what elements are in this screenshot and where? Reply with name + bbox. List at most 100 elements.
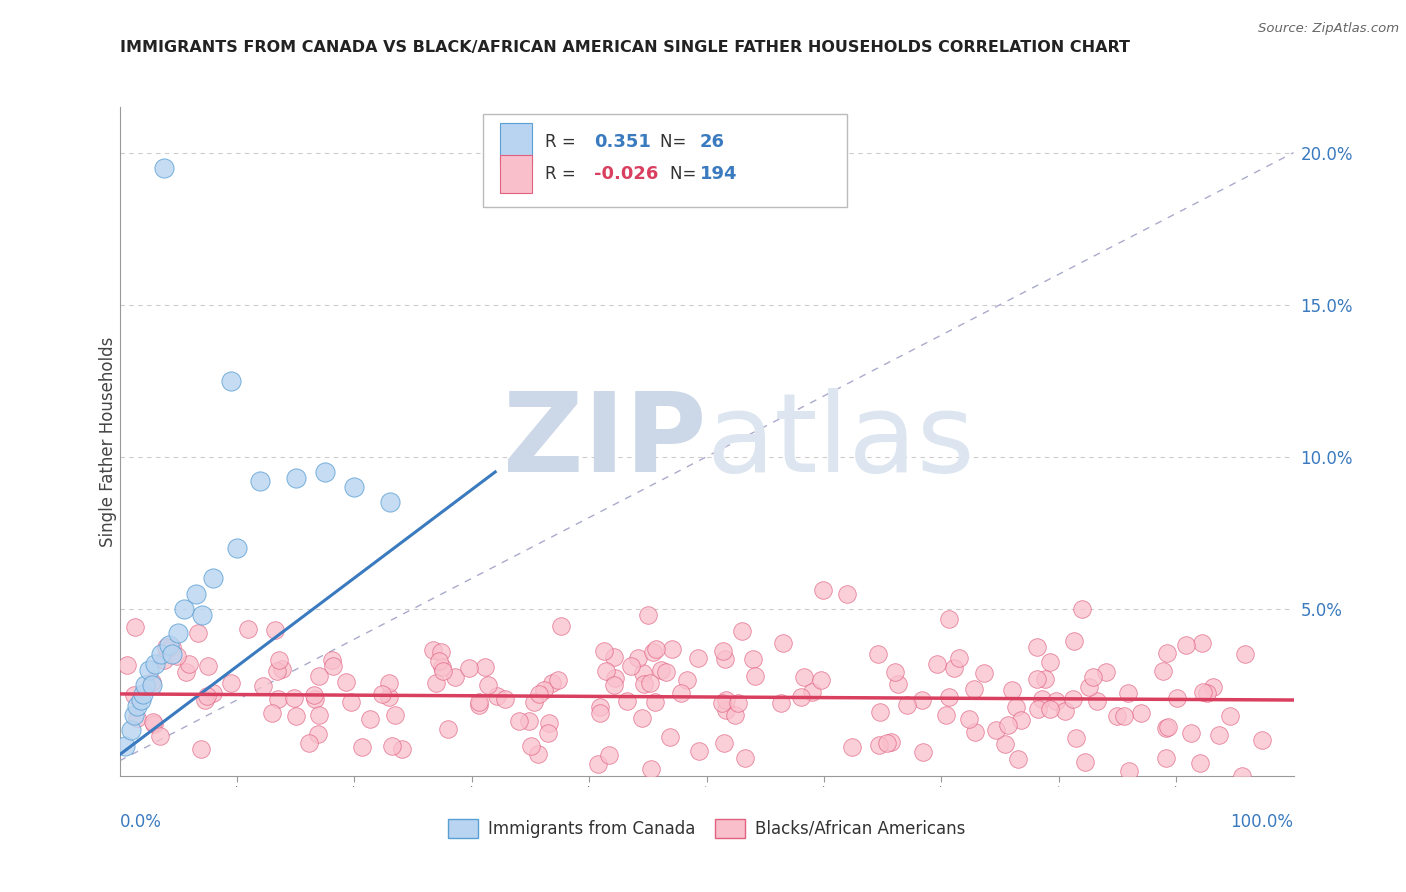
Point	[550, 619, 572, 633]
Point	[887, 676, 910, 690]
Text: ZIP: ZIP	[503, 388, 707, 495]
Text: R =: R =	[544, 134, 581, 152]
Point	[308, 708, 330, 723]
Point	[811, 582, 834, 597]
Point	[547, 673, 569, 687]
Point	[1077, 681, 1099, 695]
Point	[149, 729, 172, 743]
Point	[727, 697, 749, 711]
Point	[302, 688, 325, 702]
Text: IMMIGRANTS FROM CANADA VS BLACK/AFRICAN AMERICAN SINGLE FATHER HOUSEHOLDS CORREL: IMMIGRANTS FROM CANADA VS BLACK/AFRICAN …	[120, 40, 1129, 55]
Point	[143, 657, 166, 671]
Point	[671, 686, 693, 700]
Point	[477, 678, 499, 692]
Point	[122, 708, 145, 723]
Point	[166, 649, 188, 664]
Point	[359, 712, 381, 726]
Point	[790, 690, 813, 704]
Point	[1156, 646, 1178, 660]
Point	[640, 762, 662, 776]
Point	[676, 673, 699, 687]
Point	[157, 638, 180, 652]
Point	[529, 687, 551, 701]
Point	[1114, 709, 1136, 723]
Point	[644, 641, 666, 656]
Point	[602, 649, 624, 664]
Point	[837, 586, 859, 600]
Point	[1118, 764, 1140, 779]
Point	[264, 624, 287, 638]
Point	[141, 674, 163, 689]
Point	[1054, 704, 1077, 718]
Text: N=: N=	[671, 165, 702, 183]
Point	[155, 640, 177, 655]
Point	[1039, 655, 1062, 669]
Point	[742, 652, 765, 666]
Point	[153, 653, 176, 667]
Point	[1026, 640, 1049, 654]
Point	[896, 698, 918, 713]
Point	[963, 725, 986, 739]
Point	[661, 642, 683, 657]
Point	[772, 636, 794, 650]
Point	[174, 665, 197, 680]
Text: R =: R =	[544, 165, 581, 183]
Point	[1007, 752, 1029, 766]
Point	[160, 640, 183, 655]
Point	[1085, 694, 1108, 708]
Point	[494, 692, 516, 706]
Text: N=: N=	[659, 134, 692, 152]
Point	[381, 739, 404, 753]
Point	[713, 736, 735, 750]
Point	[640, 675, 662, 690]
Point	[184, 586, 207, 600]
Point	[540, 676, 562, 690]
Point	[884, 665, 907, 680]
Text: 0.351: 0.351	[593, 134, 651, 152]
Point	[868, 738, 890, 752]
Point	[1001, 683, 1024, 698]
Point	[304, 691, 326, 706]
Point	[391, 741, 413, 756]
Point	[927, 657, 949, 672]
Point	[266, 664, 288, 678]
Point	[633, 677, 655, 691]
Point	[485, 689, 508, 703]
FancyBboxPatch shape	[501, 155, 531, 193]
Point	[1180, 726, 1202, 740]
Point	[115, 658, 138, 673]
Point	[644, 695, 666, 709]
Point	[1010, 714, 1032, 728]
Point	[880, 735, 903, 749]
Point	[1116, 686, 1139, 700]
Point	[378, 675, 401, 690]
Point	[713, 652, 735, 666]
Point	[1154, 721, 1177, 735]
Point	[194, 693, 217, 707]
Point	[935, 708, 957, 723]
Legend: Immigrants from Canada, Blacks/African Americans: Immigrants from Canada, Blacks/African A…	[441, 812, 972, 845]
Point	[430, 645, 453, 659]
Point	[938, 612, 960, 626]
Point	[129, 693, 152, 707]
Point	[994, 737, 1017, 751]
Point	[1062, 692, 1084, 706]
Point	[201, 686, 224, 700]
Point	[973, 666, 995, 681]
Point	[308, 669, 330, 683]
Point	[686, 651, 709, 665]
Point	[343, 480, 366, 494]
Point	[620, 659, 643, 673]
Text: Source: ZipAtlas.com: Source: ZipAtlas.com	[1258, 22, 1399, 36]
Point	[468, 695, 491, 709]
Point	[1233, 647, 1256, 661]
Point	[127, 699, 149, 714]
Point	[262, 706, 284, 720]
Point	[1026, 673, 1049, 687]
Point	[589, 700, 612, 714]
Point	[197, 659, 219, 673]
Point	[876, 736, 898, 750]
Point	[1152, 664, 1174, 678]
Point	[321, 653, 343, 667]
Point	[444, 669, 467, 683]
